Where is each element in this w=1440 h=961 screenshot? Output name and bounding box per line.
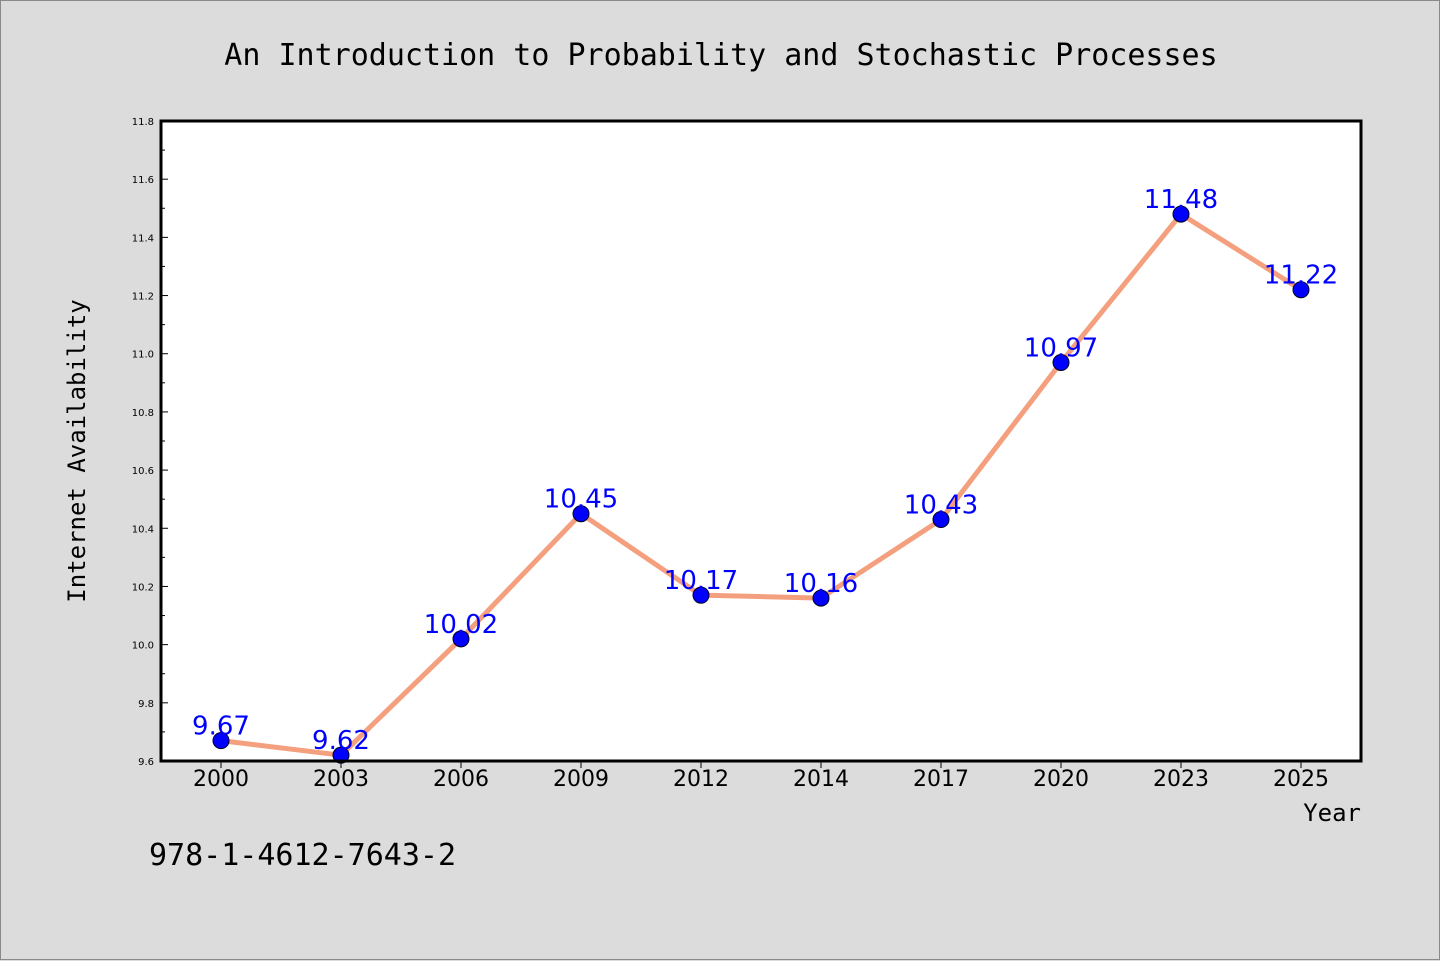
data-label: 11.48	[1144, 185, 1218, 215]
data-label: 10.16	[784, 569, 858, 599]
data-point	[1052, 353, 1070, 371]
data-label: 10.17	[664, 566, 738, 596]
x-tick-label: 2003	[313, 767, 369, 792]
y-tick-label: 11.0	[132, 350, 154, 361]
y-tick-label: 9.8	[138, 699, 154, 710]
x-tick-label: 2012	[673, 767, 729, 792]
data-label: 10.45	[544, 485, 618, 515]
data-label: 9.62	[312, 726, 370, 756]
data-point	[1172, 205, 1190, 223]
chart-title: An Introduction to Probability and Stoch…	[224, 38, 1217, 73]
data-point	[212, 732, 230, 750]
x-axis-ticks: 2000 2003 2006 2009 2012 2014 2017 2020 2023 2025	[193, 761, 1329, 792]
data-label: 10.43	[904, 491, 978, 521]
data-label: 11.22	[1264, 261, 1338, 291]
data-point	[932, 511, 950, 529]
series-markers	[212, 205, 1310, 764]
y-tick-label: 10.0	[132, 641, 154, 652]
data-label: 9.67	[192, 712, 250, 742]
data-point	[692, 586, 710, 604]
x-tick-label: 2006	[433, 767, 489, 792]
y-tick-label: 11.8	[132, 117, 154, 128]
series-line	[220, 211, 1303, 758]
y-tick-label: 11.6	[132, 175, 154, 186]
y-tick-label: 10.2	[132, 582, 154, 593]
y-tick-label: 10.6	[132, 466, 154, 477]
y-tick-label: 10.8	[132, 408, 154, 419]
y-axis-title: Internet Availability	[63, 299, 91, 602]
isbn-label: 978-1-4612-7643-2	[149, 838, 456, 873]
data-point	[332, 746, 350, 764]
x-tick-label: 2020	[1033, 767, 1089, 792]
data-label: 10.02	[424, 610, 498, 640]
y-tick-label: 10.4	[132, 524, 154, 535]
plot-frame	[159, 119, 1363, 763]
data-label: 10.97	[1024, 333, 1098, 363]
plot-area	[161, 121, 1361, 761]
x-axis-title: Year	[1303, 799, 1361, 827]
y-tick-label: 9.6	[138, 757, 154, 768]
y-tick-label: 11.2	[132, 292, 154, 303]
x-tick-label: 2025	[1273, 767, 1329, 792]
data-point	[812, 589, 830, 607]
data-labels: 9.67 9.62 10.02 10.45 10.17 10.16 10.43 10.97 11…	[192, 185, 1338, 756]
x-tick-label: 2009	[553, 767, 609, 792]
x-tick-label: 2023	[1153, 767, 1209, 792]
x-tick-label: 2017	[913, 767, 969, 792]
x-tick-label: 2000	[193, 767, 249, 792]
y-tick-label: 11.4	[132, 233, 154, 244]
data-point	[452, 630, 470, 648]
x-tick-label: 2014	[793, 767, 849, 792]
data-point	[572, 505, 590, 523]
data-point	[1292, 281, 1310, 299]
